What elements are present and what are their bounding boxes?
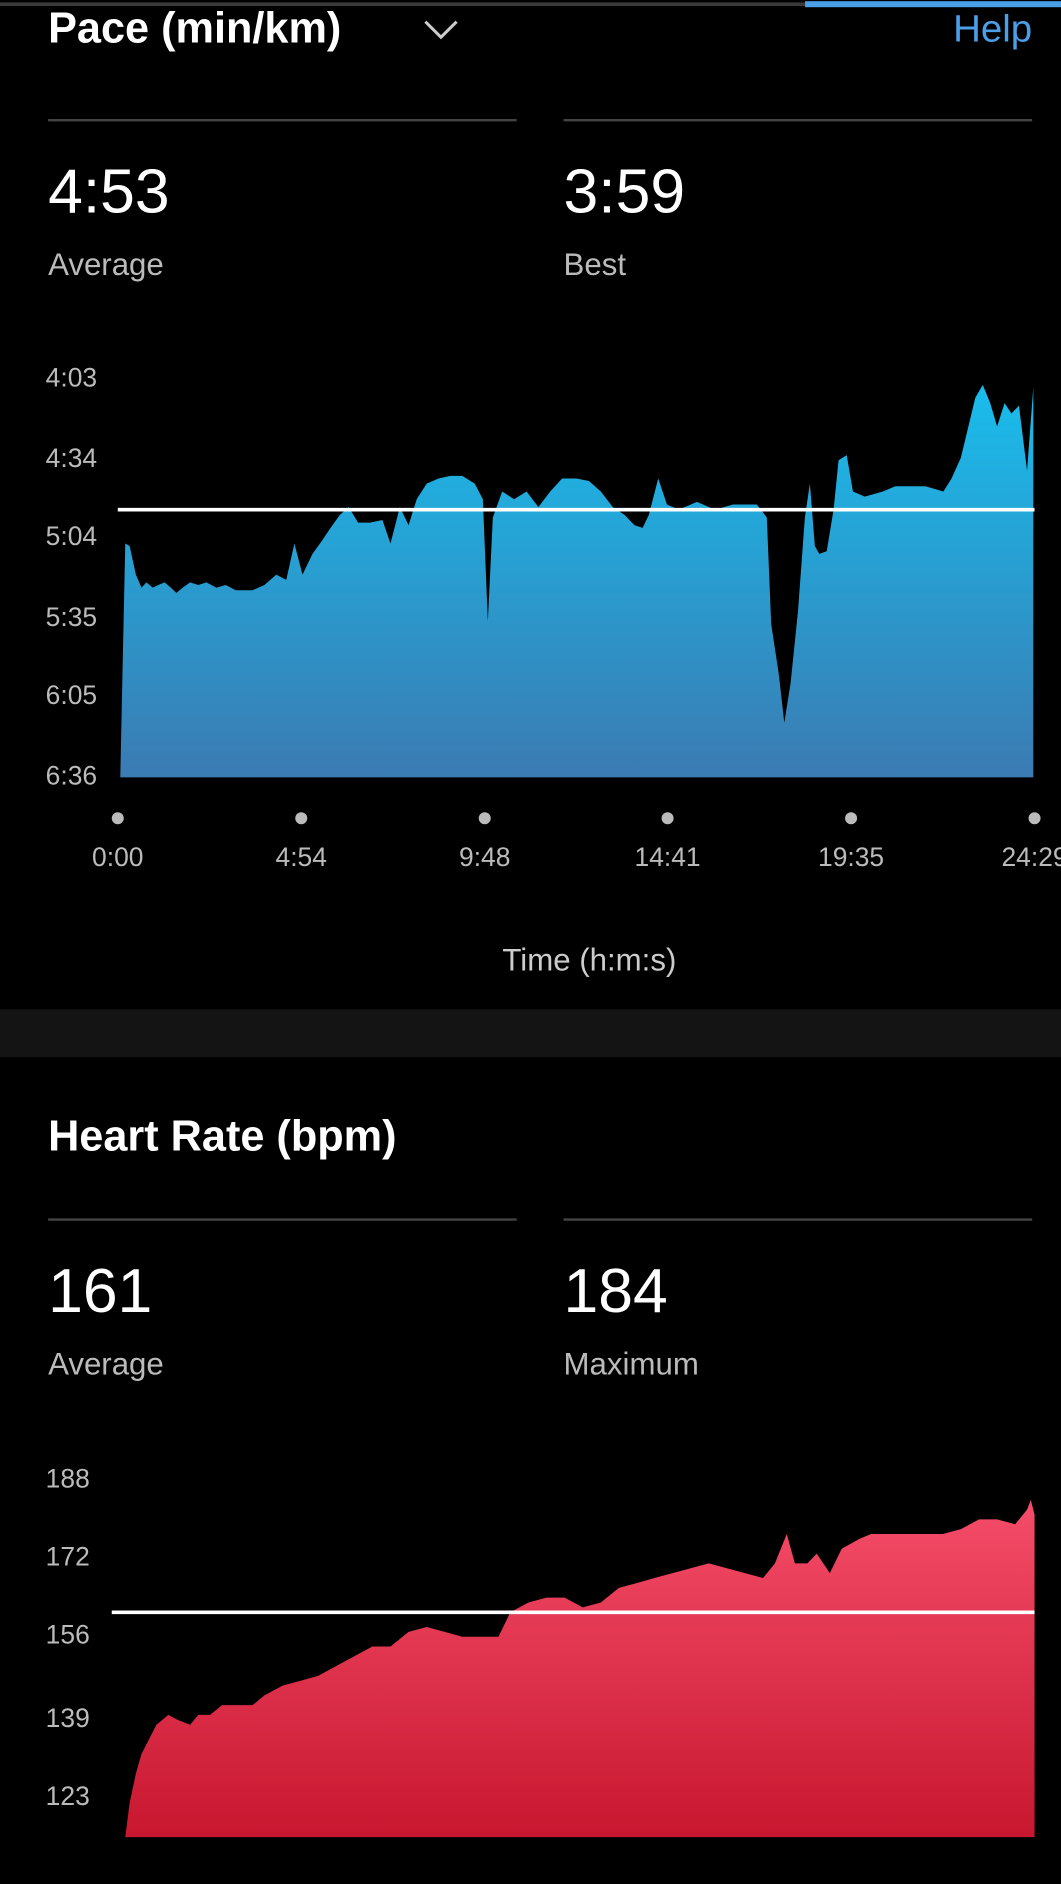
stat-value: 4:53 — [48, 156, 170, 226]
x-tick-label: 4:54 — [276, 842, 327, 872]
x-tick-label: 14:41 — [635, 842, 701, 872]
area — [120, 384, 1034, 778]
y-tick-label: 156 — [46, 1620, 90, 1650]
help-link[interactable]: Help — [953, 7, 1032, 50]
dropdown-chevron[interactable] — [424, 20, 458, 40]
y-tick-label: 188 — [46, 1463, 90, 1493]
x-tick-dot — [1028, 812, 1041, 825]
y-tick-label: 6:36 — [46, 760, 97, 790]
chart-title: Heart Rate (bpm) — [48, 1112, 396, 1160]
x-tick-label: 24:29 — [1001, 842, 1061, 872]
stat-label: Average — [48, 1346, 164, 1381]
stat-value: 184 — [564, 1256, 668, 1326]
y-tick-label: 5:35 — [46, 602, 97, 632]
stat-label: Average — [48, 247, 164, 282]
x-tick-dot — [845, 812, 858, 825]
y-tick-label: 172 — [46, 1541, 90, 1571]
tab-indicator — [805, 1, 1061, 8]
x-tick-dot — [295, 812, 308, 825]
x-tick-dot — [661, 812, 674, 825]
x-tick-label: 19:35 — [818, 842, 884, 872]
y-tick-label: 5:04 — [46, 521, 97, 551]
x-tick-label: 9:48 — [459, 842, 510, 872]
x-axis-label: Time (h:m:s) — [502, 943, 676, 978]
stat-value: 161 — [48, 1256, 152, 1326]
y-tick-label: 6:05 — [46, 680, 97, 710]
stat-value: 3:59 — [564, 156, 686, 226]
section-separator — [0, 1009, 1061, 1058]
x-tick-label: 0:00 — [92, 842, 143, 872]
y-tick-label: 4:03 — [46, 363, 97, 393]
x-tick-dot — [111, 812, 124, 825]
y-tick-label: 123 — [46, 1781, 90, 1811]
top-bar — [0, 2, 806, 7]
y-tick-label: 4:34 — [46, 443, 97, 473]
stat-label: Maximum — [564, 1346, 699, 1381]
x-tick-dot — [478, 812, 491, 825]
area — [125, 1499, 1035, 1838]
stat-label: Best — [564, 247, 627, 282]
chart-title: Pace (min/km) — [48, 5, 341, 53]
y-tick-label: 139 — [46, 1703, 90, 1733]
